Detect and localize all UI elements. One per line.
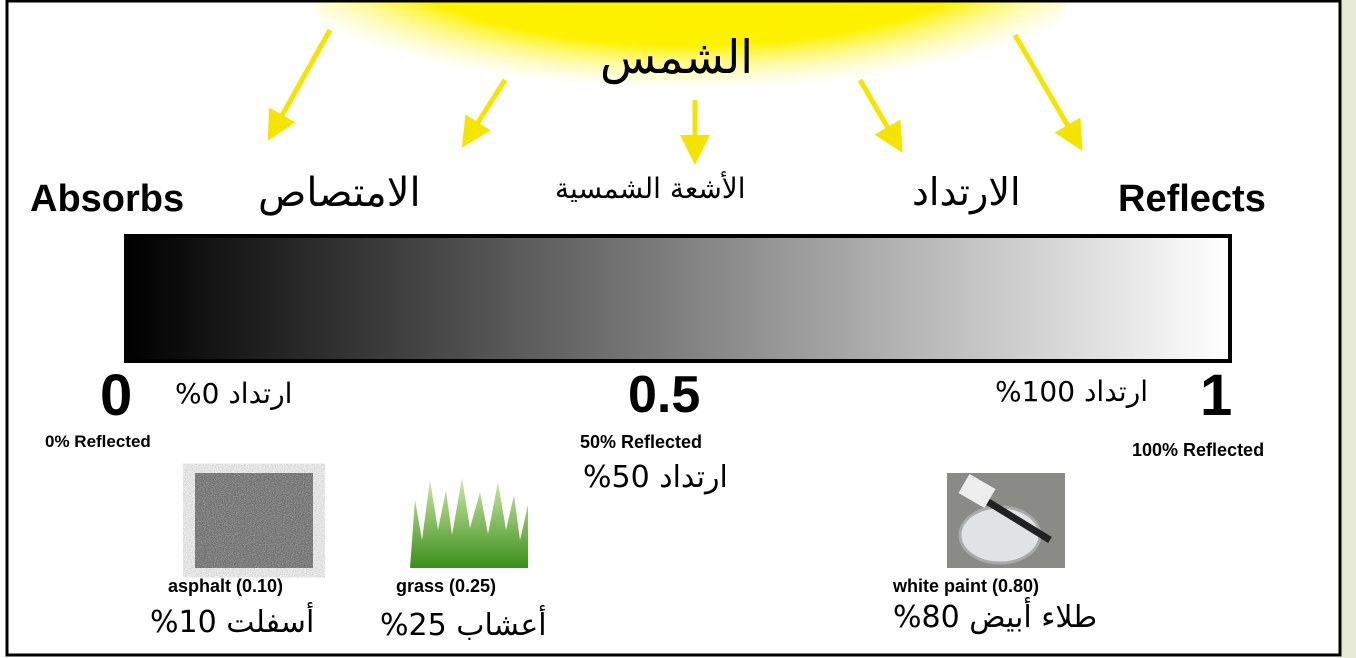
scale-mid-value: 0.5	[628, 365, 700, 425]
material-label: white paint (0.80)	[893, 576, 1039, 597]
gradient-bar	[126, 236, 1230, 361]
scale-low-caption: 0% Reflected	[45, 432, 151, 452]
scale-mid-label-ar: ارتداد 50%	[583, 460, 728, 495]
material-label-ar: أسفلت 10%	[150, 605, 314, 640]
material-label: asphalt (0.10)	[168, 576, 283, 597]
material-label-ar: طلاء أبيض 80%	[893, 600, 1097, 635]
grass-image	[410, 473, 528, 568]
page: الشمس Absorbs الامتصاص الأشعة الشمسية ال…	[0, 0, 1356, 658]
reflects: Reflects	[1118, 178, 1266, 221]
absorbs: Absorbs	[30, 178, 184, 221]
side-strip	[1340, 0, 1356, 658]
artwork	[0, 0, 1356, 658]
absorption-ar: الامتصاص	[258, 170, 421, 216]
scale-high-caption: 100% Reflected	[1132, 440, 1264, 461]
scale-high-label-ar: ارتداد 100%	[995, 375, 1148, 408]
material-label-ar: أعشاب 25%	[380, 608, 547, 643]
reflection-ar: الارتداد	[912, 170, 1021, 214]
paint-image	[947, 473, 1065, 568]
sun-label: الشمس	[600, 30, 753, 84]
scale-low-value: 0	[100, 362, 132, 429]
scale-low-label-ar: ارتداد 0%	[175, 377, 292, 410]
asphalt-image	[195, 473, 313, 568]
scale-mid-caption: 50% Reflected	[580, 432, 702, 453]
solar-rays-ar: الأشعة الشمسية	[555, 172, 746, 205]
scale-high-value: 1	[1200, 362, 1232, 429]
material-label: grass (0.25)	[396, 576, 496, 597]
